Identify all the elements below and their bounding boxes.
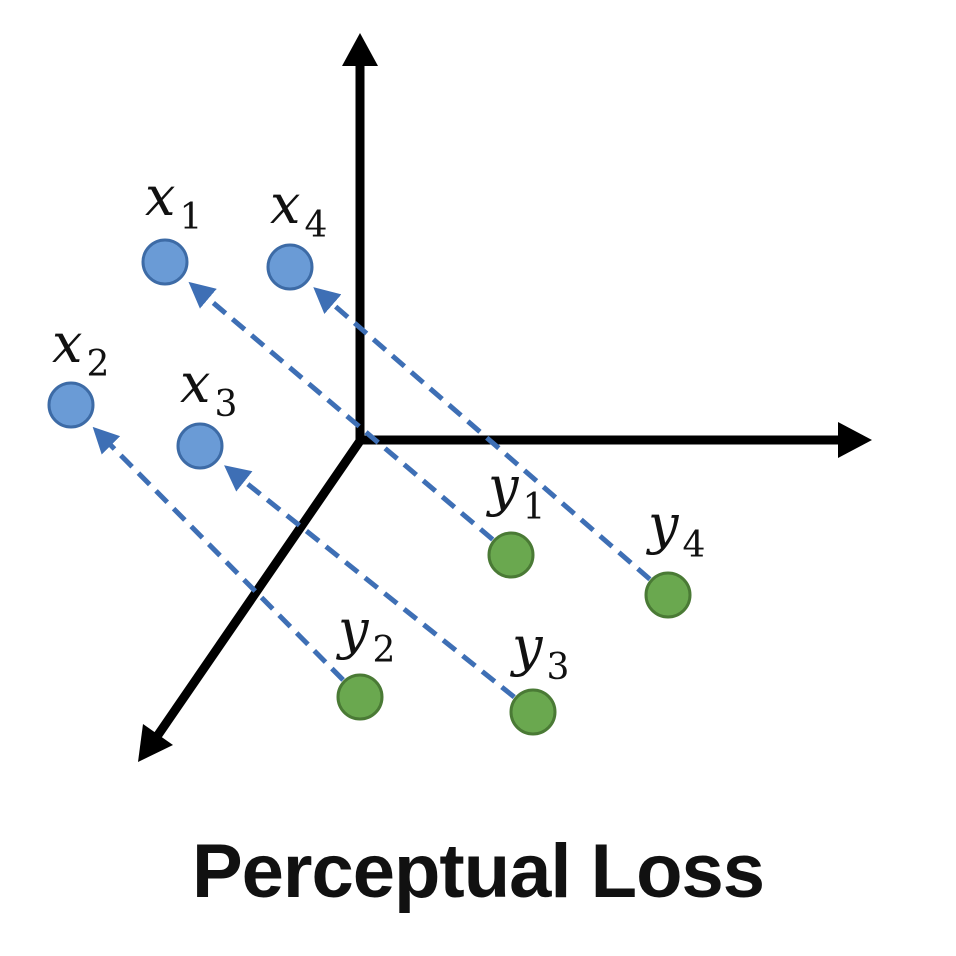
point-labels: x 1x 2 x 3x 4y 1y 2 y 3y 4 [52, 165, 705, 688]
label-y1-base: y [486, 455, 520, 518]
depth-axis-arrowhead [138, 724, 173, 762]
depth-axis [154, 435, 366, 738]
label-y4-subscript: 4 [683, 525, 706, 566]
arrow-y3-to-x3 [224, 465, 516, 699]
label-x2-subscript: 2 [86, 344, 109, 385]
label-y1-subscript: 1 [523, 487, 546, 528]
points [47, 238, 692, 736]
point-y2 [336, 673, 384, 721]
label-y3-base: y [510, 615, 544, 678]
label-x4-subscript: 4 [304, 205, 327, 246]
label-x3-subscript: 3 [214, 384, 237, 425]
label-x2-base: x [52, 312, 82, 375]
point-y4 [644, 571, 692, 619]
label-x1-base: x [145, 165, 175, 228]
label-x4-base: x [270, 173, 300, 236]
point-y3 [509, 688, 557, 736]
label-y2-subscript: 2 [373, 630, 396, 671]
horizontal-axis-arrowhead [838, 422, 872, 458]
label-x1-subscript: 1 [179, 197, 202, 238]
point-x2 [47, 381, 95, 429]
label-y2-base: y [336, 598, 370, 661]
point-x1 [141, 238, 189, 286]
diagram-caption: Perceptual Loss [191, 829, 765, 914]
arrow-y1-to-x1 [188, 281, 495, 542]
label-y3-subscript: 3 [547, 647, 570, 688]
label-x3-base: x [180, 352, 210, 415]
vertical-axis-arrowhead [342, 33, 378, 66]
point-y1 [487, 531, 535, 579]
label-y4-base: y [646, 493, 680, 556]
axes [138, 33, 872, 762]
point-x3 [176, 422, 224, 470]
arrow-y2-to-x2 [92, 426, 345, 682]
pair-arrows [92, 281, 652, 699]
point-x4 [266, 243, 314, 291]
